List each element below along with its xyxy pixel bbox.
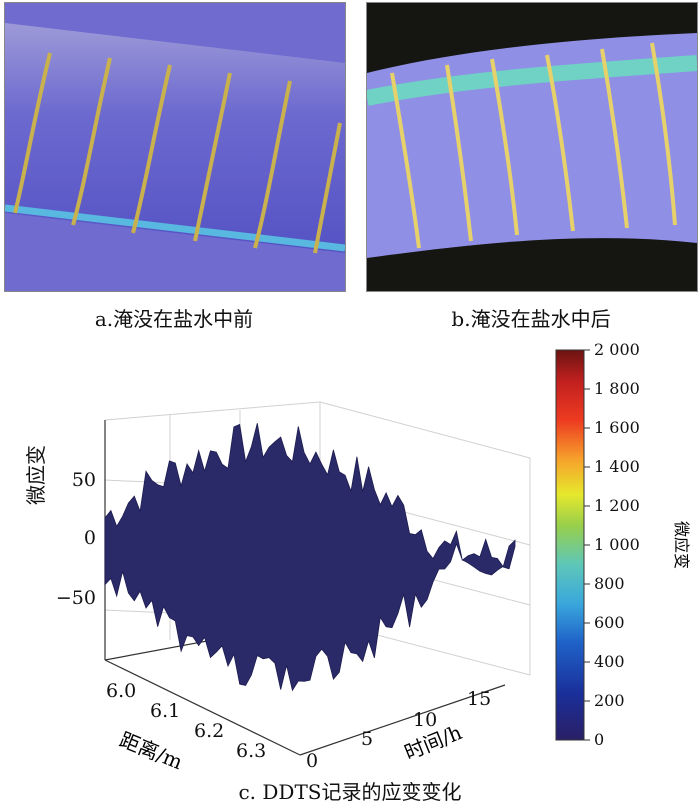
x-tick-6.2: 6.2 xyxy=(194,720,224,742)
colorbar-tick-label: 1 200 xyxy=(594,496,640,515)
colorbar xyxy=(555,349,585,741)
colorbar-label: 微应变 xyxy=(672,521,691,569)
strain-surface-chart: 50 0 −50 6.0 6.1 6.2 6.3 距离/m 0 5 10 15 … xyxy=(56,340,691,774)
colorbar-ticks: 2 000 1 800 1 600 1 400 1 200 1 000 800 600 400 2… xyxy=(584,340,640,749)
cable-photo-before xyxy=(5,3,345,291)
caption-after: b.淹没在盐水中后 xyxy=(451,307,611,331)
colorbar-tick-label: 200 xyxy=(594,691,625,710)
photo-after-immersion xyxy=(366,2,698,292)
x-tick-6.0: 6.0 xyxy=(106,680,136,702)
colorbar-tick-label: 1 600 xyxy=(594,418,640,437)
caption-strain-chart: c. DDTS记录的应变变化 xyxy=(238,780,462,804)
photo-before-immersion xyxy=(4,2,346,292)
y-tick-5: 5 xyxy=(361,728,373,750)
x-axis-ticks: 6.0 6.1 6.2 6.3 xyxy=(106,680,266,762)
caption-before: a.淹没在盐水中前 xyxy=(94,307,254,331)
y-tick-0: 0 xyxy=(306,750,318,772)
z-tick-neg50: −50 xyxy=(56,587,96,609)
colorbar-tick-label: 0 xyxy=(594,730,604,749)
colorbar-tick-label: 800 xyxy=(594,574,625,593)
z-axis-ticks: 50 0 −50 xyxy=(56,469,96,609)
y-axis-ticks: 0 5 10 15 xyxy=(306,688,491,772)
colorbar-tick-label: 2 000 xyxy=(594,340,640,359)
colorbar-tick-label: 1 800 xyxy=(594,379,640,398)
y-tick-10: 10 xyxy=(413,709,437,731)
strain-surface xyxy=(104,423,516,692)
y-tick-15: 15 xyxy=(467,688,491,710)
cable-photo-after xyxy=(367,3,697,291)
x-tick-6.3: 6.3 xyxy=(236,740,266,762)
colorbar-tick-label: 1 000 xyxy=(594,535,640,554)
colorbar-tick-label: 600 xyxy=(594,613,625,632)
z-tick-0: 0 xyxy=(84,527,96,549)
x-tick-6.1: 6.1 xyxy=(150,700,180,722)
colorbar-tick-label: 1 400 xyxy=(594,457,640,476)
z-axis-label: 微应变 xyxy=(24,445,48,505)
x-axis-label: 距离/m xyxy=(116,727,186,774)
colorbar-tick-label: 400 xyxy=(594,652,625,671)
z-tick-50: 50 xyxy=(72,469,96,491)
